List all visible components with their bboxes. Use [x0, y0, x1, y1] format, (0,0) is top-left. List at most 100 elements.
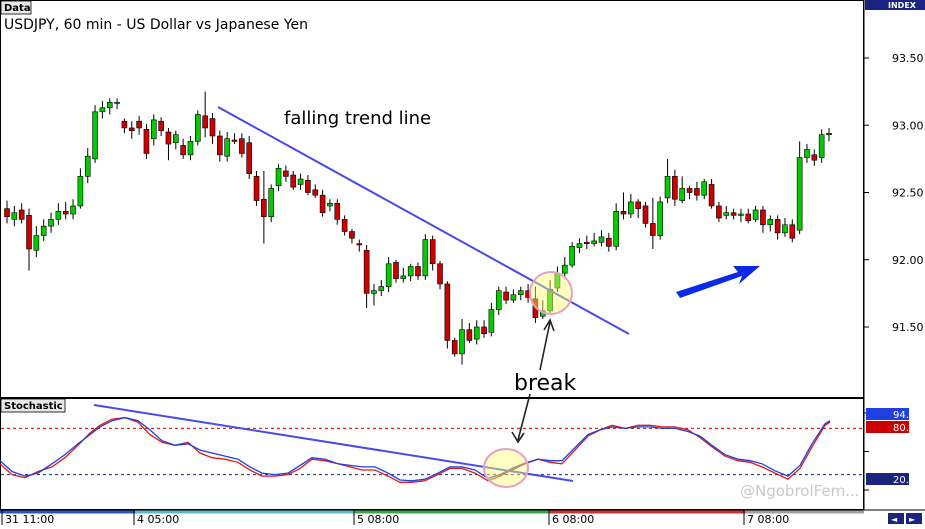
chart-title: USDJPY, 60 min - US Dollar vs Japanese Y… — [4, 17, 308, 33]
candle — [745, 208, 752, 224]
candle — [136, 115, 142, 135]
candle-body — [620, 211, 627, 215]
candle-body — [767, 219, 774, 226]
candle-body — [195, 114, 201, 142]
candle — [481, 320, 487, 338]
candle — [613, 203, 619, 251]
break-label: break — [514, 371, 577, 396]
candle — [437, 261, 443, 290]
stochastic-tab[interactable] — [0, 398, 66, 413]
price-axis: 91.50 92.00 92.50 93.00 93.50 — [864, 52, 924, 334]
candle-body — [165, 131, 172, 145]
candle-body — [297, 178, 304, 185]
candle-body — [224, 138, 230, 157]
candle — [55, 203, 62, 225]
candle — [363, 244, 370, 309]
candle-body — [789, 224, 796, 239]
candle-body — [312, 189, 319, 196]
candle — [628, 193, 634, 219]
time-tick-label: 7 08:00 — [747, 513, 789, 525]
candle-body — [121, 120, 128, 129]
candle — [121, 118, 128, 134]
candle-body — [150, 119, 157, 140]
candle-body — [752, 209, 759, 220]
price-tick-label: 93.00 — [892, 119, 924, 132]
candle-body — [422, 239, 429, 277]
candle — [473, 320, 480, 345]
data-tab-label: Data — [4, 3, 31, 14]
candle-body — [561, 264, 568, 274]
candle — [327, 199, 333, 212]
candle — [429, 235, 436, 271]
candle-body — [385, 263, 392, 287]
candle-body — [745, 213, 752, 222]
candle-body — [723, 212, 730, 216]
candle — [591, 232, 597, 247]
candle-body — [99, 107, 106, 113]
candle-body — [650, 223, 656, 236]
candle-body — [826, 133, 832, 135]
data-tab[interactable] — [0, 0, 32, 15]
candle — [826, 127, 832, 142]
candle-body — [796, 157, 803, 231]
candle — [664, 158, 671, 204]
candle-body — [708, 184, 715, 207]
scroll-right-button[interactable] — [906, 513, 922, 524]
candle-body — [253, 176, 260, 201]
candle-body — [334, 202, 341, 220]
candle-body — [804, 149, 810, 158]
k-value-text: 94.09 — [893, 410, 922, 421]
falling-trend-label: falling trend line — [284, 108, 431, 129]
candle — [18, 203, 25, 224]
candle-body — [495, 290, 502, 310]
candle — [48, 212, 54, 233]
scroll-right-icon: ► — [909, 515, 916, 524]
oversold-badge — [866, 473, 909, 485]
candle-body — [33, 235, 40, 251]
candle-body — [591, 240, 597, 244]
stochastic-labels: 94.09 80.00 20.00 — [866, 408, 922, 486]
candle-body — [11, 212, 18, 220]
candle-body — [283, 170, 289, 177]
candle-body — [319, 194, 326, 213]
candle-body — [466, 329, 473, 341]
candle-body — [4, 208, 10, 218]
candle — [11, 205, 18, 227]
scroll-left-button[interactable] — [888, 513, 904, 524]
index-tab — [865, 0, 925, 10]
candle — [400, 267, 407, 283]
candle — [173, 130, 179, 150]
stochastic-d-line — [0, 416, 831, 483]
candle-body — [429, 239, 436, 265]
candle — [239, 133, 245, 158]
candle-body — [40, 225, 47, 236]
candle-body — [415, 266, 421, 277]
candle-body — [136, 120, 142, 129]
overbought-text: 80.00 — [893, 423, 922, 434]
break-highlight-main — [529, 271, 573, 315]
candle — [224, 131, 230, 162]
candle-body — [26, 215, 32, 250]
candle-body — [92, 111, 98, 160]
candle-body — [77, 176, 84, 207]
candle-body — [657, 201, 663, 236]
candle — [341, 215, 348, 236]
candle — [422, 234, 429, 280]
candle — [738, 208, 744, 223]
candle — [209, 113, 216, 145]
candle — [569, 242, 575, 268]
candle-body — [584, 241, 590, 244]
candle — [584, 235, 590, 249]
candle-body — [606, 237, 612, 247]
candle-body — [818, 134, 825, 158]
candle — [26, 208, 32, 271]
candle — [312, 184, 319, 198]
price-tick-label: 91.50 — [892, 321, 924, 334]
candle — [114, 98, 120, 110]
candle-body — [716, 205, 722, 219]
candle-body — [128, 127, 135, 131]
candle — [128, 121, 135, 139]
candle — [393, 259, 399, 283]
candle — [150, 114, 157, 146]
